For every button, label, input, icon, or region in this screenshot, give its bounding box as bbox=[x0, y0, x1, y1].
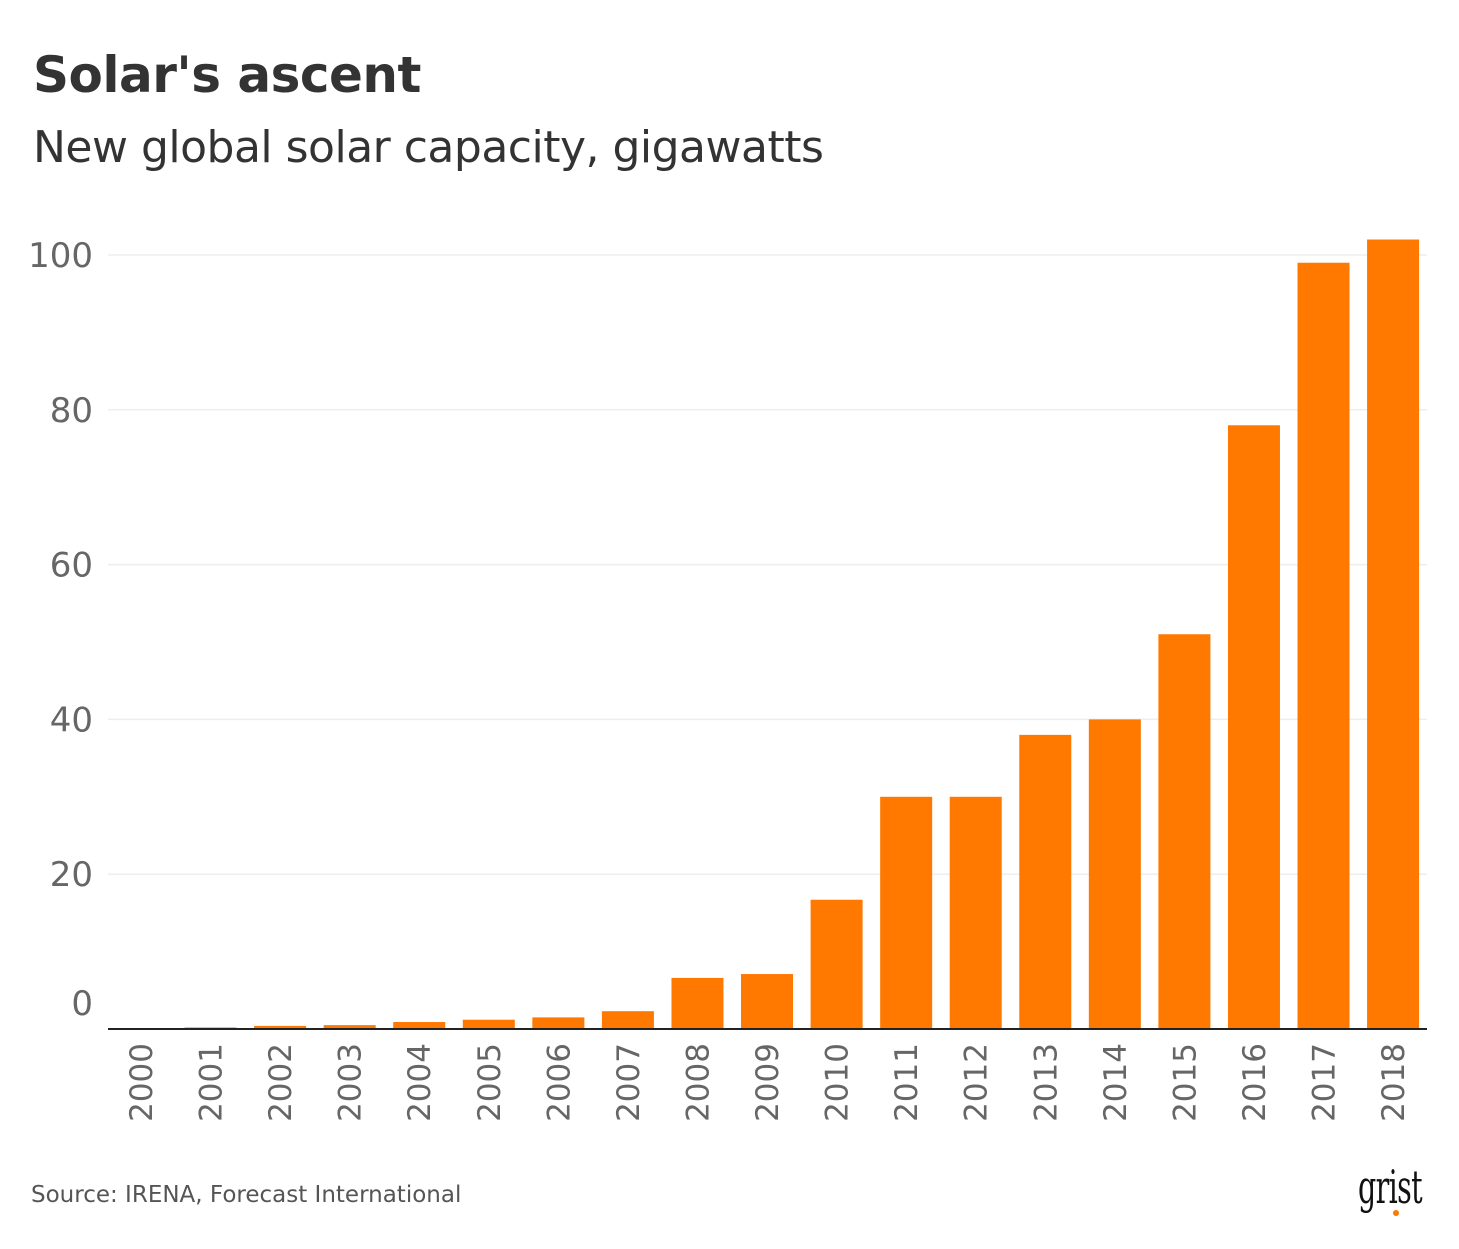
bar-2018 bbox=[1367, 239, 1420, 1029]
logo-dot-icon bbox=[1393, 1210, 1399, 1216]
y-tick-label: 80 bbox=[50, 391, 93, 431]
bar-2009 bbox=[741, 974, 794, 1029]
bar-2013 bbox=[1019, 734, 1072, 1029]
chart-title: Solar's ascent bbox=[33, 46, 421, 104]
x-tick-label: 2000 bbox=[124, 1043, 160, 1122]
y-tick-label: 0 bbox=[71, 984, 93, 1024]
x-tick-label: 2003 bbox=[333, 1043, 369, 1122]
y-tick-label: 100 bbox=[28, 236, 93, 276]
source-note: Source: IRENA, Forecast International bbox=[31, 1182, 462, 1208]
x-tick-label: 2002 bbox=[263, 1043, 299, 1122]
x-tick-label: 2013 bbox=[1028, 1043, 1064, 1122]
x-tick-label: 2017 bbox=[1307, 1043, 1343, 1122]
bar-2006 bbox=[532, 1017, 585, 1029]
y-tick-label: 40 bbox=[50, 700, 93, 740]
x-tick-label: 2001 bbox=[194, 1043, 230, 1122]
x-tick-label: 2014 bbox=[1098, 1043, 1134, 1122]
bar-2004 bbox=[393, 1022, 446, 1029]
x-tick-label: 2012 bbox=[959, 1043, 995, 1122]
x-tick-label: 2008 bbox=[680, 1043, 716, 1122]
bar-2010 bbox=[810, 899, 863, 1029]
x-tick-label: 2006 bbox=[541, 1043, 577, 1122]
bar-2015 bbox=[1158, 634, 1211, 1029]
x-tick-label: 2015 bbox=[1167, 1043, 1203, 1122]
bar-2007 bbox=[601, 1011, 654, 1029]
bar-2016 bbox=[1227, 425, 1280, 1029]
x-tick-label: 2018 bbox=[1376, 1043, 1412, 1122]
bar-2017 bbox=[1297, 262, 1350, 1029]
bar-2014 bbox=[1088, 719, 1141, 1029]
x-tick-label: 2005 bbox=[472, 1043, 508, 1122]
x-tick-label: 2011 bbox=[889, 1043, 925, 1122]
grist-logo: grist bbox=[1358, 1160, 1423, 1214]
y-tick-label: 60 bbox=[50, 546, 93, 586]
bar-2008 bbox=[671, 977, 724, 1029]
bar-2012 bbox=[949, 796, 1002, 1029]
x-tick-label: 2004 bbox=[402, 1043, 438, 1122]
x-tick-label: 2010 bbox=[820, 1043, 856, 1122]
chart-subtitle: New global solar capacity, gigawatts bbox=[33, 122, 824, 173]
x-tick-label: 2016 bbox=[1237, 1043, 1273, 1122]
bar-2005 bbox=[462, 1019, 515, 1029]
x-tick-label: 2007 bbox=[611, 1043, 647, 1122]
bar-2011 bbox=[880, 796, 933, 1029]
x-tick-label: 2009 bbox=[750, 1043, 786, 1122]
bar-2003 bbox=[323, 1025, 376, 1029]
bar-2002 bbox=[254, 1025, 307, 1029]
y-tick-label: 20 bbox=[50, 855, 93, 895]
